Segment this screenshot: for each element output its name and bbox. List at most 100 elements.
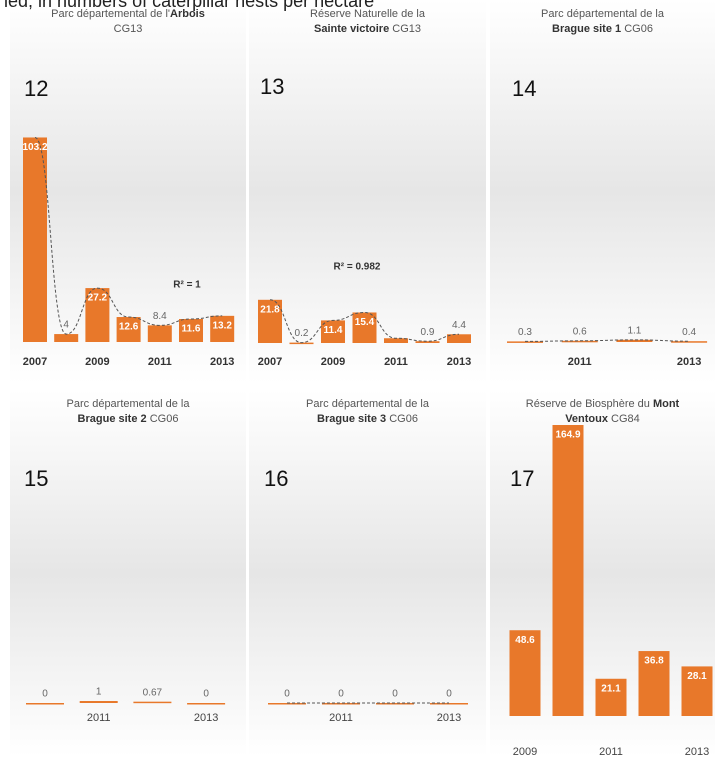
bar bbox=[210, 315, 235, 342]
title-part: Parc départemental de l' bbox=[51, 8, 170, 20]
chart-title: Parc départemental de l'Arbois bbox=[51, 8, 205, 20]
data-label: 1 bbox=[96, 687, 102, 698]
title-part: CG06 bbox=[386, 413, 418, 425]
data-label: 48.6 bbox=[515, 635, 535, 646]
chart-title: Parc départemental de la bbox=[541, 8, 665, 20]
bar bbox=[258, 299, 282, 343]
chart-title: CG13 bbox=[114, 23, 143, 35]
data-label: 1.1 bbox=[627, 325, 641, 336]
x-tick-label: 2009 bbox=[513, 746, 537, 757]
bar bbox=[671, 341, 708, 343]
data-label: 8.4 bbox=[153, 311, 167, 322]
bar bbox=[561, 340, 598, 343]
data-label: 27.2 bbox=[88, 293, 108, 304]
title-part: Sainte victoire bbox=[314, 23, 389, 35]
data-label: 28.1 bbox=[687, 671, 707, 682]
bar bbox=[507, 341, 543, 343]
data-label: 21.1 bbox=[601, 683, 621, 694]
annotation: R² = 0.982 bbox=[334, 262, 381, 273]
data-label: 0 bbox=[203, 689, 209, 700]
x-tick-label: 2011 bbox=[148, 356, 172, 368]
panel-background bbox=[249, 390, 486, 757]
title-part: Ventoux bbox=[565, 413, 609, 425]
bar bbox=[681, 666, 713, 716]
bar bbox=[116, 317, 141, 342]
panel-number: 12 bbox=[24, 76, 48, 101]
title-part: Brague site 3 bbox=[317, 413, 386, 425]
title-part: Réserve de Biosphère du bbox=[526, 398, 653, 410]
x-tick-label: 2011 bbox=[87, 712, 111, 724]
data-label: 4 bbox=[63, 320, 69, 331]
panel-background bbox=[10, 390, 246, 757]
bar bbox=[595, 678, 627, 716]
x-tick-label: 2013 bbox=[437, 712, 461, 724]
bar bbox=[23, 137, 47, 342]
chart-title: Brague site 2 CG06 bbox=[78, 413, 179, 425]
bar bbox=[430, 703, 468, 705]
title-part: Parc départemental de la bbox=[541, 8, 665, 20]
data-label: 164.9 bbox=[555, 430, 580, 441]
x-tick-label: 2007 bbox=[258, 356, 282, 368]
data-label: 0.67 bbox=[143, 687, 163, 698]
bar bbox=[147, 325, 172, 342]
data-label: 15.4 bbox=[355, 317, 375, 328]
panel-background bbox=[490, 0, 715, 383]
bar bbox=[384, 338, 408, 343]
bar bbox=[268, 703, 306, 705]
bar bbox=[552, 425, 584, 716]
title-part: Brague site 1 bbox=[552, 23, 621, 35]
bar bbox=[616, 339, 653, 342]
chart-title: Sainte victoire CG13 bbox=[314, 23, 421, 35]
bar bbox=[179, 319, 203, 342]
bar bbox=[415, 341, 440, 343]
data-label: 0 bbox=[338, 689, 344, 700]
chart-title: Brague site 1 CG06 bbox=[552, 23, 653, 35]
title-part: Parc départemental de la bbox=[67, 398, 191, 410]
data-label: 11.6 bbox=[182, 324, 201, 335]
x-tick-label: 2013 bbox=[210, 356, 234, 368]
title-part: Arbois bbox=[170, 8, 205, 20]
bar bbox=[79, 701, 118, 703]
data-label: 12.6 bbox=[119, 322, 139, 333]
chart-title: Réserve de Biosphère du Mont bbox=[526, 398, 680, 410]
data-label: 103.2 bbox=[22, 142, 47, 153]
x-tick-label: 2009 bbox=[85, 356, 109, 368]
panel-number: 16 bbox=[264, 466, 288, 491]
bar bbox=[322, 703, 360, 705]
data-label: 36.8 bbox=[644, 656, 664, 667]
chart-title: Parc départemental de la bbox=[306, 398, 430, 410]
chart-title: Parc départemental de la bbox=[67, 398, 191, 410]
panel-number: 14 bbox=[512, 76, 536, 101]
x-tick-label: 2011 bbox=[329, 712, 353, 724]
caption: ied, in numbers of caterpillar nests per… bbox=[4, 0, 374, 11]
data-label: 0.4 bbox=[682, 327, 696, 338]
bar bbox=[352, 312, 377, 343]
x-tick-label: 2013 bbox=[447, 356, 471, 368]
panel-number: 13 bbox=[260, 74, 284, 99]
title-part: Réserve Naturelle de la bbox=[310, 8, 426, 20]
panel-number: 17 bbox=[510, 466, 534, 491]
x-tick-label: 2011 bbox=[599, 746, 623, 757]
chart-title: Ventoux CG84 bbox=[565, 413, 640, 425]
x-tick-label: 2011 bbox=[384, 356, 408, 368]
bar bbox=[376, 703, 414, 705]
annotation: R² = 1 bbox=[173, 280, 201, 291]
title-part: Parc départemental de la bbox=[306, 398, 430, 410]
title-part: Brague site 2 bbox=[78, 413, 147, 425]
bar bbox=[26, 703, 64, 705]
x-tick-label: 2013 bbox=[194, 712, 218, 724]
data-label: 0.2 bbox=[295, 328, 309, 339]
trend-line bbox=[34, 136, 223, 335]
trend-line bbox=[269, 299, 460, 344]
data-label: 11.4 bbox=[324, 325, 343, 336]
bar bbox=[321, 320, 345, 343]
bar bbox=[447, 334, 471, 343]
chart-title: Réserve Naturelle de la bbox=[310, 8, 426, 20]
data-label: 0.3 bbox=[518, 327, 532, 338]
bar bbox=[638, 651, 670, 716]
data-label: 0 bbox=[446, 689, 452, 700]
x-tick-label: 2009 bbox=[321, 356, 345, 368]
bar bbox=[187, 703, 226, 705]
data-label: 0.6 bbox=[573, 326, 587, 337]
